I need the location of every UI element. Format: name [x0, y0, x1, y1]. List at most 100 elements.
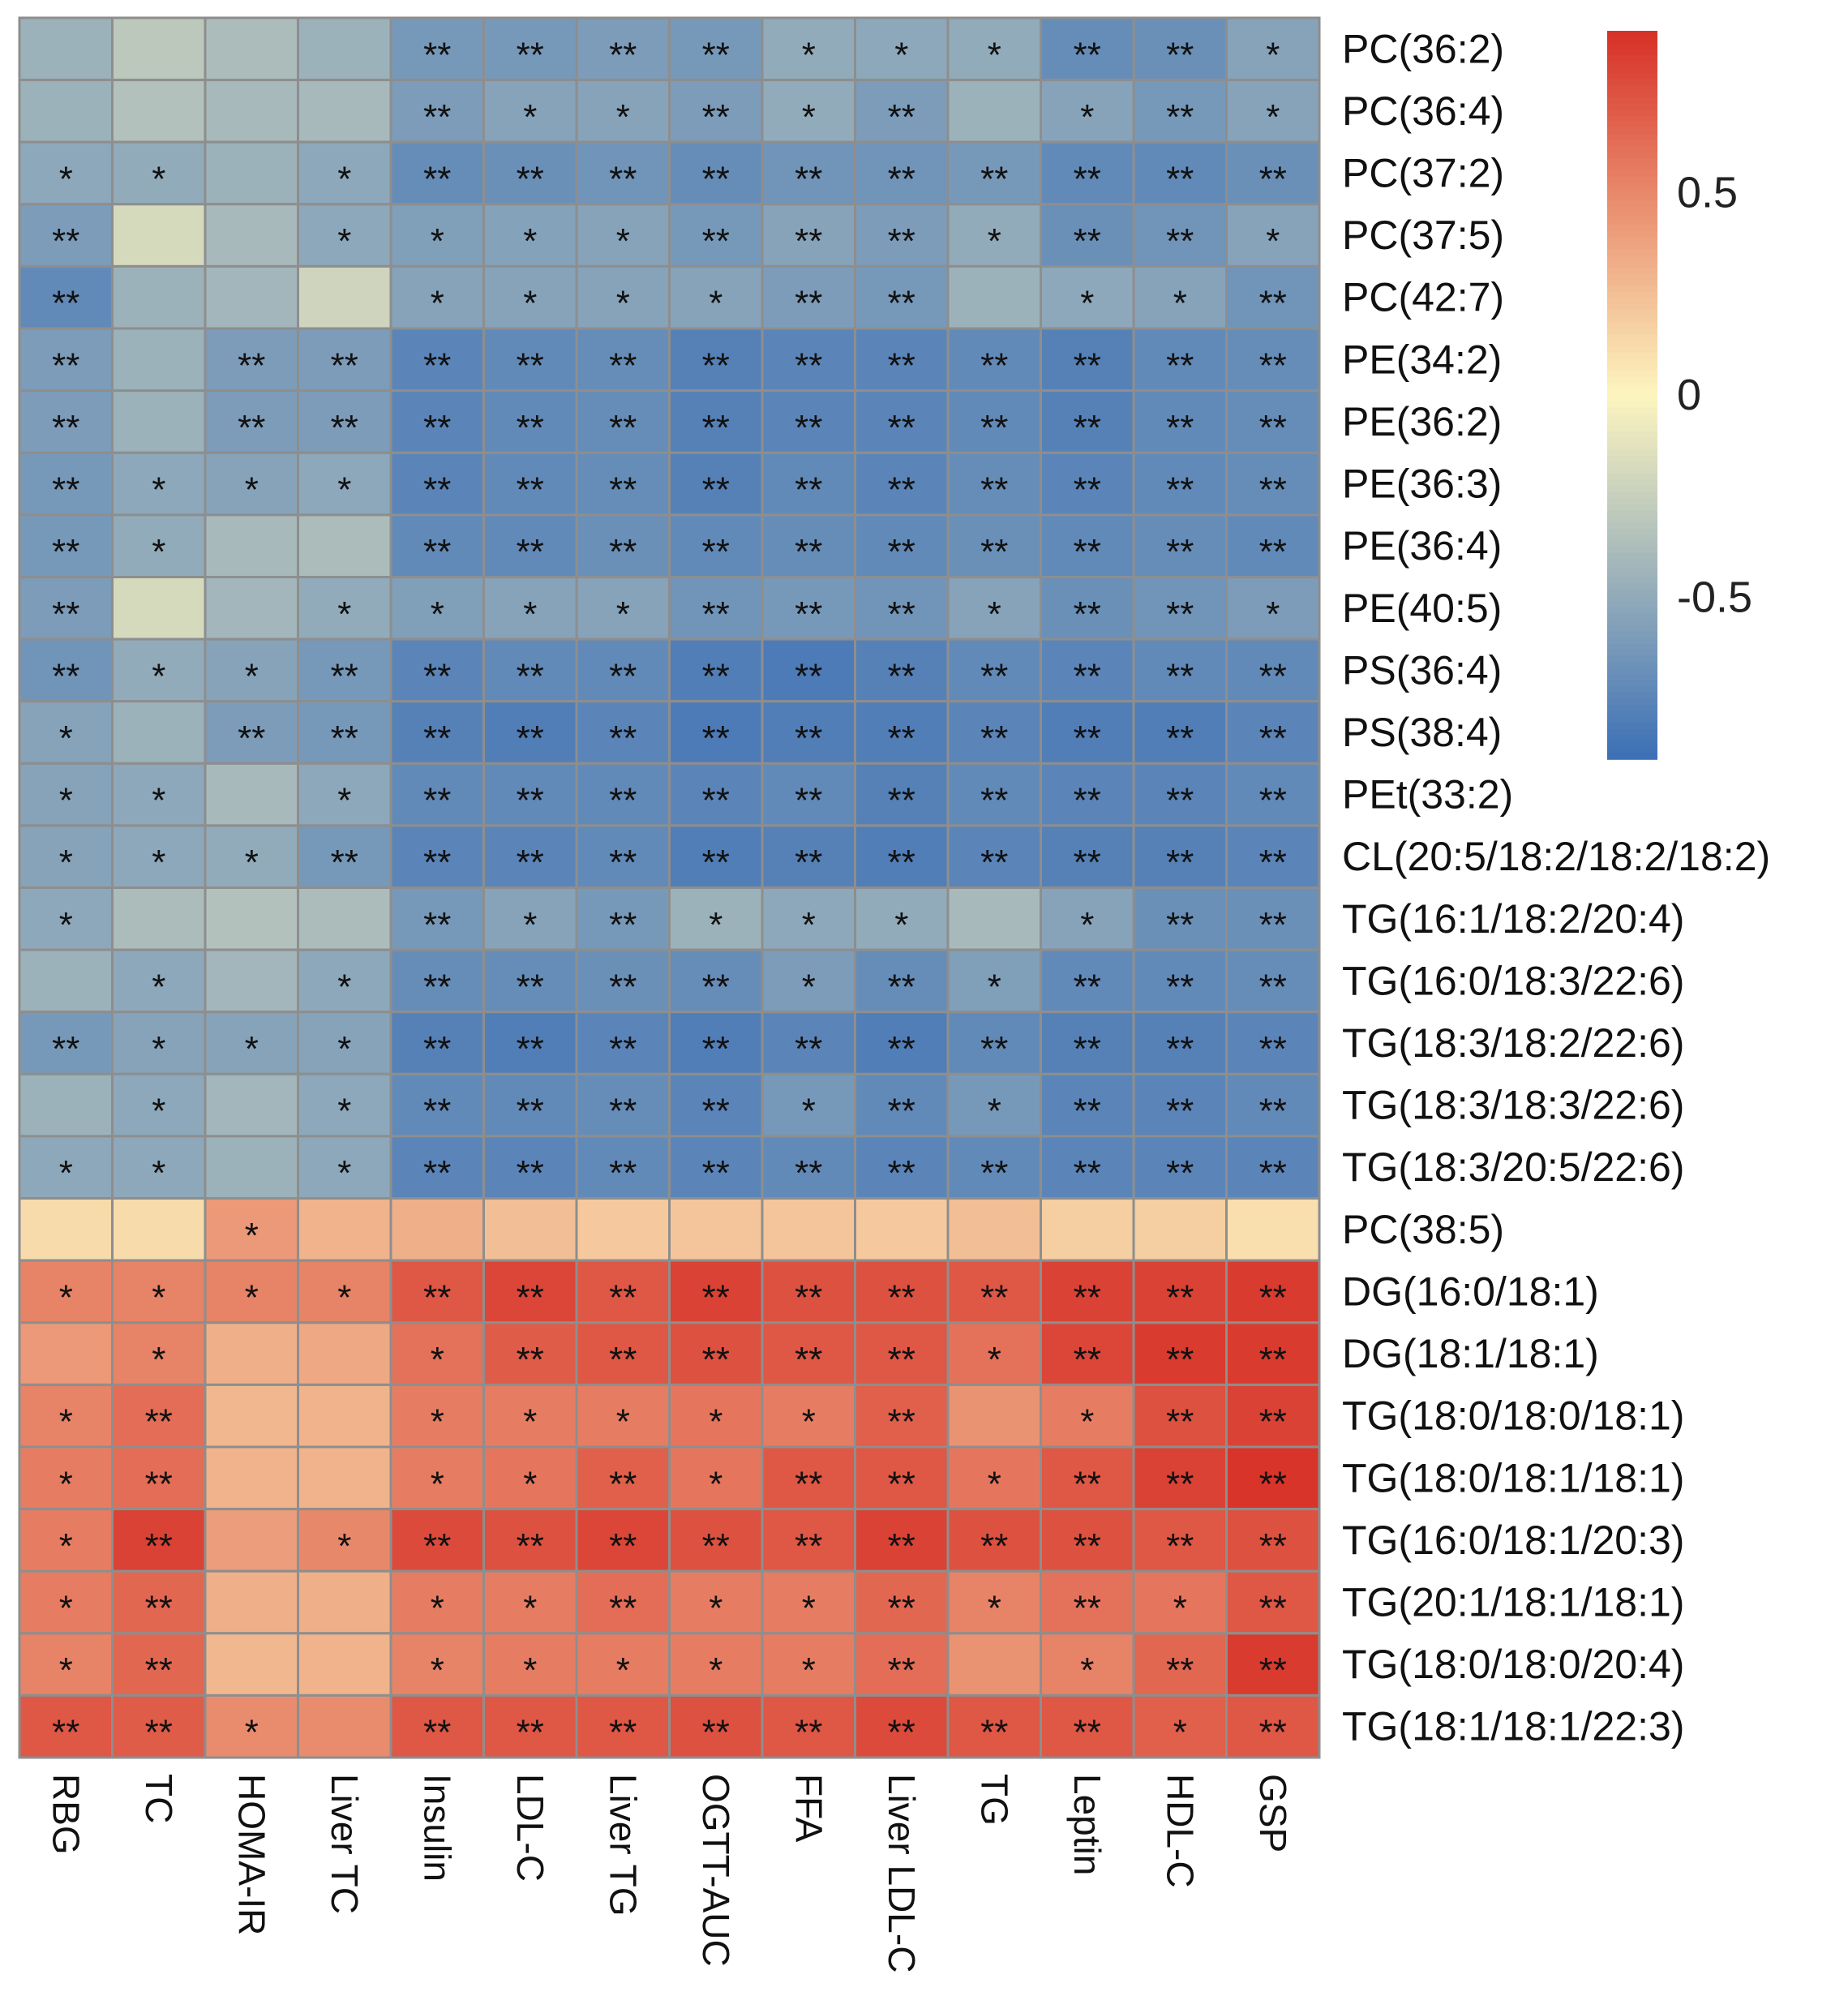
heatmap-cell — [482, 1197, 578, 1262]
significance-mark: * — [431, 1651, 444, 1690]
significance-mark: ** — [980, 1153, 1008, 1193]
colorbar-segment — [1607, 528, 1657, 535]
significance-mark: ** — [145, 1402, 173, 1442]
significance-mark: ** — [702, 1713, 730, 1753]
heatmap-cell — [111, 1569, 207, 1635]
colorbar-segment — [1607, 352, 1657, 359]
colorbar-segment — [1607, 164, 1657, 171]
significance-mark: * — [431, 595, 444, 634]
significance-mark: ** — [517, 160, 544, 200]
colorbar-segment — [1607, 710, 1657, 718]
significance-mark: * — [988, 35, 1001, 75]
heatmap-cell — [575, 1569, 671, 1635]
significance-mark: * — [152, 843, 165, 882]
significance-mark: ** — [702, 719, 730, 758]
significance-mark: ** — [517, 470, 544, 510]
heatmap-cell — [204, 1259, 299, 1324]
significance-mark: * — [431, 1589, 444, 1629]
heatmap-cell — [297, 1445, 392, 1511]
significance-mark: * — [59, 719, 73, 758]
row-label: PC(42:7) — [1342, 275, 1504, 320]
heatmap-cell — [1132, 389, 1228, 454]
significance-mark: ** — [609, 1092, 637, 1131]
heatmap-cell — [946, 140, 1042, 206]
colorbar-segment — [1607, 303, 1657, 311]
heatmap-cell — [111, 389, 207, 454]
heatmap-cell — [482, 1135, 578, 1200]
colorbar-segment — [1607, 552, 1657, 560]
significance-mark: ** — [609, 719, 637, 758]
significance-mark: ** — [1166, 781, 1194, 821]
significance-mark: ** — [423, 1526, 451, 1566]
row-label: DG(16:0/18:1) — [1342, 1269, 1599, 1314]
significance-mark: ** — [888, 470, 915, 510]
colorbar-segment — [1607, 225, 1657, 232]
significance-mark: ** — [1166, 160, 1194, 200]
heatmap-cell — [946, 1383, 1042, 1449]
significance-mark: * — [1266, 97, 1280, 137]
significance-mark: ** — [1074, 1277, 1101, 1317]
significance-mark: ** — [795, 1029, 822, 1069]
heatmap-cell — [111, 513, 207, 579]
significance-mark: ** — [888, 656, 915, 696]
colorbar-tick-label: -0.5 — [1677, 573, 1752, 621]
colorbar-segment — [1607, 401, 1657, 408]
significance-mark: ** — [52, 532, 79, 572]
significance-mark: ** — [423, 346, 451, 385]
colorbar-segment — [1607, 322, 1657, 329]
significance-mark: ** — [1074, 35, 1101, 75]
heatmap-cell — [946, 1693, 1042, 1759]
significance-mark: ** — [888, 97, 915, 137]
colorbar-segment — [1607, 516, 1657, 523]
heatmap-cell — [1132, 264, 1228, 330]
heatmap-cell — [18, 1011, 114, 1075]
heatmap-cell — [297, 1197, 392, 1262]
significance-mark: ** — [702, 1092, 730, 1131]
row-label: PE(36:4) — [1342, 523, 1502, 569]
significance-mark: ** — [702, 35, 730, 75]
significance-mark: ** — [609, 656, 637, 696]
significance-mark: ** — [888, 781, 915, 821]
significance-mark: ** — [1166, 1340, 1194, 1380]
colorbar-segment — [1607, 419, 1657, 427]
significance-mark: ** — [1166, 346, 1194, 385]
significance-mark: * — [245, 656, 259, 696]
heatmap-cell — [389, 16, 485, 82]
heatmap-cell — [111, 1383, 207, 1449]
heatmap-cell — [761, 1197, 856, 1262]
heatmap-cell — [204, 16, 299, 82]
significance-mark: * — [152, 532, 165, 572]
significance-mark: ** — [423, 35, 451, 75]
significance-mark: * — [709, 1589, 722, 1629]
heatmap-cell — [111, 1445, 207, 1511]
significance-mark: ** — [52, 346, 79, 385]
significance-mark: * — [802, 967, 816, 1007]
heatmap-cell — [854, 513, 950, 579]
significance-mark: ** — [1259, 160, 1287, 200]
colorbar-segment — [1607, 668, 1657, 676]
heatmap-cell — [1132, 637, 1228, 703]
significance-mark: * — [802, 1651, 816, 1690]
heatmap-cell — [204, 1508, 299, 1573]
colorbar-segment — [1607, 589, 1657, 596]
significance-mark: ** — [888, 595, 915, 634]
significance-mark: ** — [1259, 1153, 1287, 1193]
significance-mark: * — [802, 1589, 816, 1629]
significance-mark: ** — [702, 160, 730, 200]
significance-mark: ** — [423, 470, 451, 510]
heatmap-cell — [668, 389, 764, 454]
heatmap-cell — [204, 700, 299, 765]
colorbar-segment — [1607, 316, 1657, 323]
column-label: TG — [973, 1774, 1015, 1826]
significance-mark: ** — [609, 346, 637, 385]
significance-mark: ** — [1166, 905, 1194, 945]
colorbar-segment — [1607, 170, 1657, 178]
colorbar-segment — [1607, 631, 1657, 639]
colorbar-segment — [1607, 461, 1657, 469]
significance-mark: ** — [517, 656, 544, 696]
significance-mark: ** — [517, 967, 544, 1007]
significance-mark: * — [59, 1402, 73, 1442]
significance-mark: ** — [795, 719, 822, 758]
heatmap-cell — [111, 140, 207, 206]
colorbar-segment — [1607, 334, 1657, 341]
